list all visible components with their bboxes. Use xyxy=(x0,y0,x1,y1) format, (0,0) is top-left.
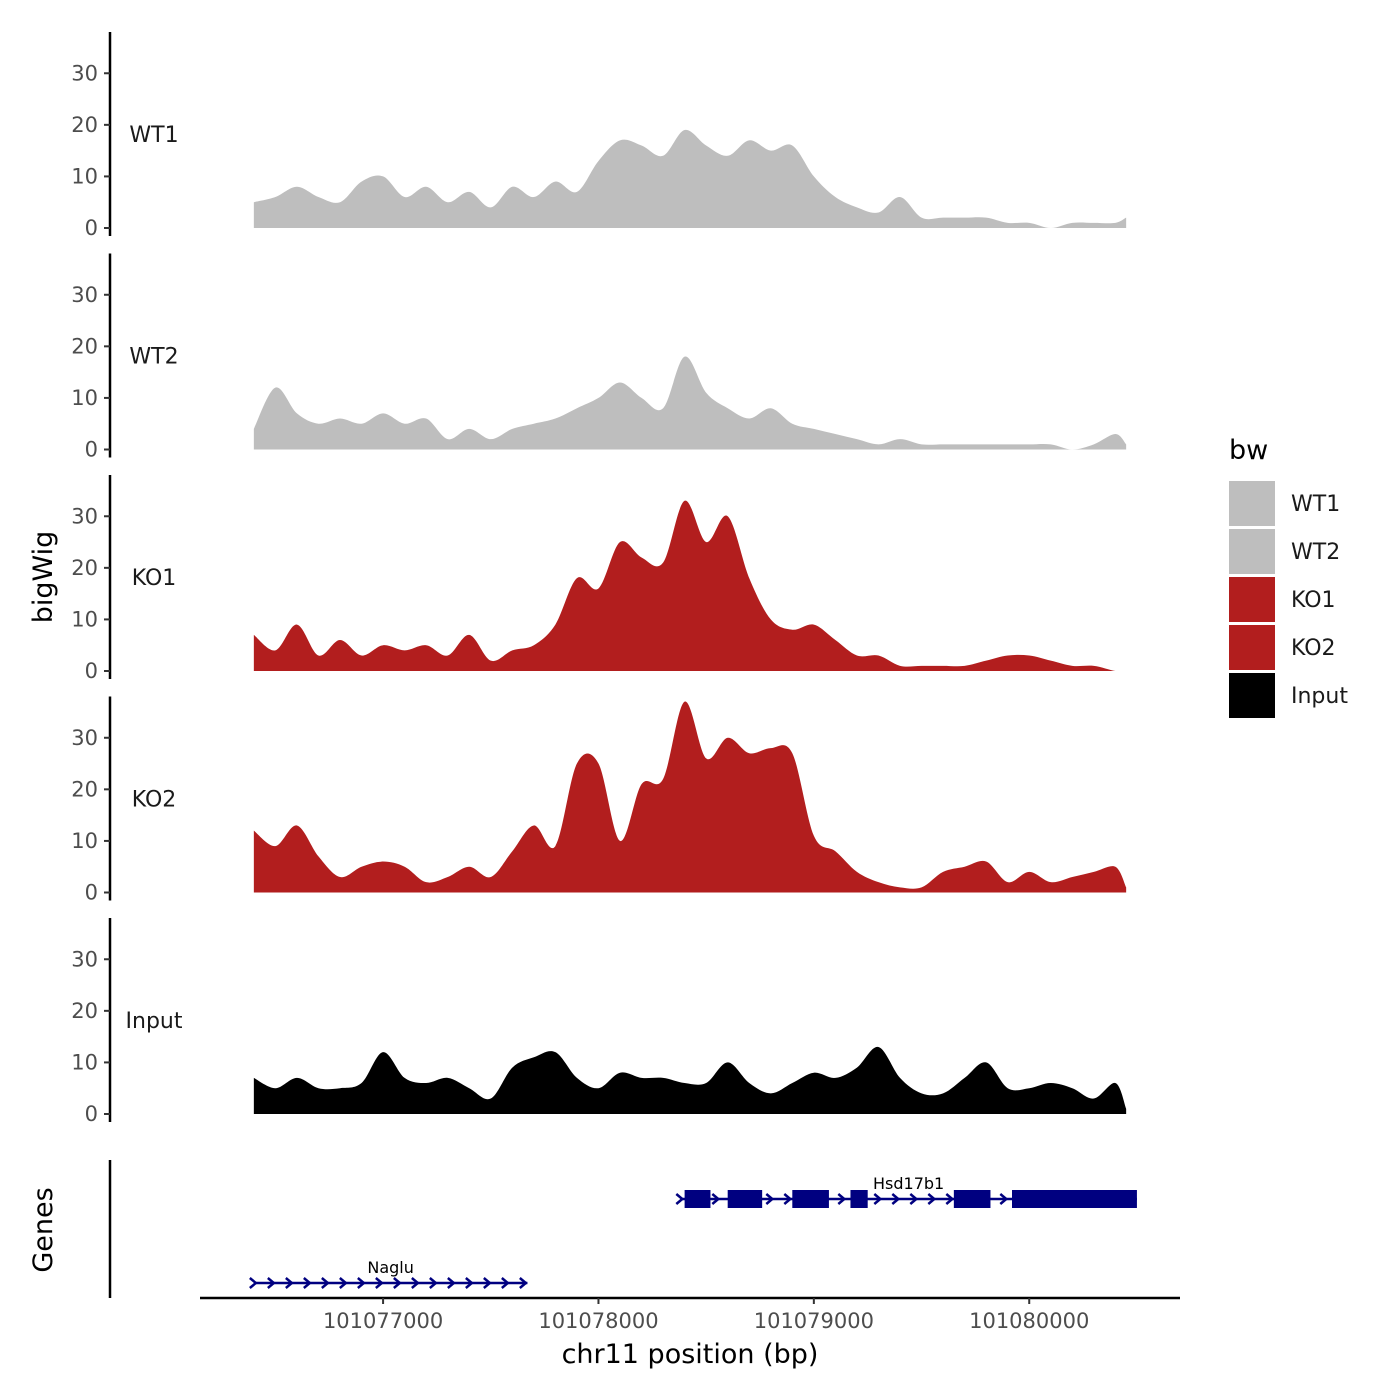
y-tick-label: 0 xyxy=(85,438,98,462)
strand-arrow xyxy=(765,1193,775,1205)
y-tick-label: 10 xyxy=(71,829,98,853)
legend-label: KO2 xyxy=(1291,636,1336,661)
y-tick-label: 30 xyxy=(71,61,98,85)
gene-label: Hsd17b1 xyxy=(873,1174,944,1193)
gene-track: Naglu Hsd17b1 xyxy=(108,1160,1137,1298)
x-tick-label: 101080000 xyxy=(969,1309,1089,1333)
y-tick-label: 30 xyxy=(71,283,98,307)
strand-arrow xyxy=(321,1277,330,1289)
gene-exon xyxy=(684,1190,711,1208)
track-input: 0 10 20 30 Input xyxy=(71,918,1127,1126)
legend-label: WT1 xyxy=(1291,492,1340,517)
strand-arrow xyxy=(873,1193,883,1205)
y-tick-label: 10 xyxy=(71,1050,98,1074)
track-ko2: 0 10 20 30 KO2 xyxy=(71,696,1127,905)
y-tick-label: 0 xyxy=(85,1102,98,1126)
x-axis: 101077000 101078000 101079000 101080000 xyxy=(200,1296,1180,1333)
legend-key-wt1 xyxy=(1229,481,1275,526)
strand-arrow xyxy=(339,1277,348,1289)
track-label: WT2 xyxy=(129,345,178,370)
y-tick-label: 0 xyxy=(85,659,98,683)
gene-hsd17b1: Hsd17b1 xyxy=(675,1174,1137,1208)
x-tick-label: 101079000 xyxy=(754,1309,874,1333)
strand-arrow xyxy=(945,1193,955,1205)
legend-key-ko2 xyxy=(1229,625,1275,670)
y-tick-label: 30 xyxy=(71,947,98,971)
signal-area-wt1 xyxy=(253,129,1127,228)
y-tick-label: 20 xyxy=(71,113,98,137)
x-axis-title: chr11 position (bp) xyxy=(562,1339,819,1370)
gene-exon xyxy=(727,1190,763,1208)
signal-area-ko1 xyxy=(253,500,1127,671)
y-tick-label: 0 xyxy=(85,881,98,905)
y-tick-label: 20 xyxy=(71,777,98,801)
y-tick-label: 10 xyxy=(71,164,98,188)
track-label: Input xyxy=(126,1009,183,1034)
strand-arrow xyxy=(267,1277,276,1289)
strand-arrow xyxy=(393,1277,402,1289)
legend-key-wt2 xyxy=(1229,529,1275,574)
genes-axis-title: Genes xyxy=(28,1187,59,1272)
x-tick-label: 101078000 xyxy=(538,1309,658,1333)
gene-naglu: Naglu xyxy=(249,1258,528,1289)
y-tick-label: 30 xyxy=(71,726,98,750)
legend-key-ko1 xyxy=(1229,577,1275,622)
legend-key-input xyxy=(1229,673,1275,718)
legend-title: bw xyxy=(1229,435,1268,466)
strand-arrow xyxy=(447,1277,456,1289)
strand-arrow xyxy=(837,1193,847,1205)
track-wt2: 0 10 20 30 WT2 xyxy=(71,253,1127,462)
track-ko1: 0 10 20 30 KO1 xyxy=(71,475,1127,683)
strand-arrow xyxy=(711,1193,721,1205)
strand-arrow xyxy=(465,1277,474,1289)
legend-label: Input xyxy=(1291,684,1348,709)
strand-arrow xyxy=(675,1193,685,1205)
legend-label: KO1 xyxy=(1291,588,1336,613)
signal-area-wt2 xyxy=(253,356,1127,450)
signal-area-ko2 xyxy=(253,701,1127,893)
gene-exon xyxy=(953,1190,991,1208)
y-tick-label: 20 xyxy=(71,334,98,358)
y-tick-label: 10 xyxy=(71,386,98,410)
legend: bw WT1 WT2 KO1 KO2 Input xyxy=(1229,435,1348,718)
y-tick-label: 30 xyxy=(71,504,98,528)
strand-arrow xyxy=(483,1277,492,1289)
strand-arrow xyxy=(411,1277,420,1289)
y-tick-label: 20 xyxy=(71,556,98,580)
y-tick-label: 10 xyxy=(71,607,98,631)
strand-arrow xyxy=(375,1277,384,1289)
gene-label: Naglu xyxy=(367,1258,414,1277)
gene-exon xyxy=(792,1190,829,1208)
signal-area-input xyxy=(253,1046,1127,1114)
strand-arrow xyxy=(429,1277,438,1289)
y-tick-label: 20 xyxy=(71,999,98,1023)
strand-arrow xyxy=(285,1277,294,1289)
track-label: KO2 xyxy=(132,788,177,813)
track-label: KO1 xyxy=(132,566,177,591)
x-tick-label: 101077000 xyxy=(323,1309,443,1333)
strand-arrow xyxy=(501,1277,510,1289)
track-label: WT1 xyxy=(129,123,178,148)
strand-arrow xyxy=(783,1193,793,1205)
y-tick-label: 0 xyxy=(85,216,98,240)
signal-tracks: 0 10 20 30 WT1 0 10 20 30 WT2 0 10 20 30 KO1 0 10 20 30 KO2… xyxy=(71,32,1127,1126)
strand-arrow xyxy=(999,1193,1009,1205)
gene-exon xyxy=(1012,1190,1137,1208)
strand-arrow xyxy=(927,1193,937,1205)
strand-arrow xyxy=(249,1277,258,1289)
gene-exon xyxy=(850,1190,868,1208)
strand-arrow xyxy=(891,1193,901,1205)
y-axis-title: bigWig xyxy=(28,531,59,624)
strand-arrow xyxy=(909,1193,919,1205)
legend-label: WT2 xyxy=(1291,540,1340,565)
strand-arrow xyxy=(303,1277,312,1289)
strand-arrow xyxy=(357,1277,366,1289)
strand-arrow xyxy=(519,1277,528,1289)
track-wt1: 0 10 20 30 WT1 xyxy=(71,32,1127,240)
